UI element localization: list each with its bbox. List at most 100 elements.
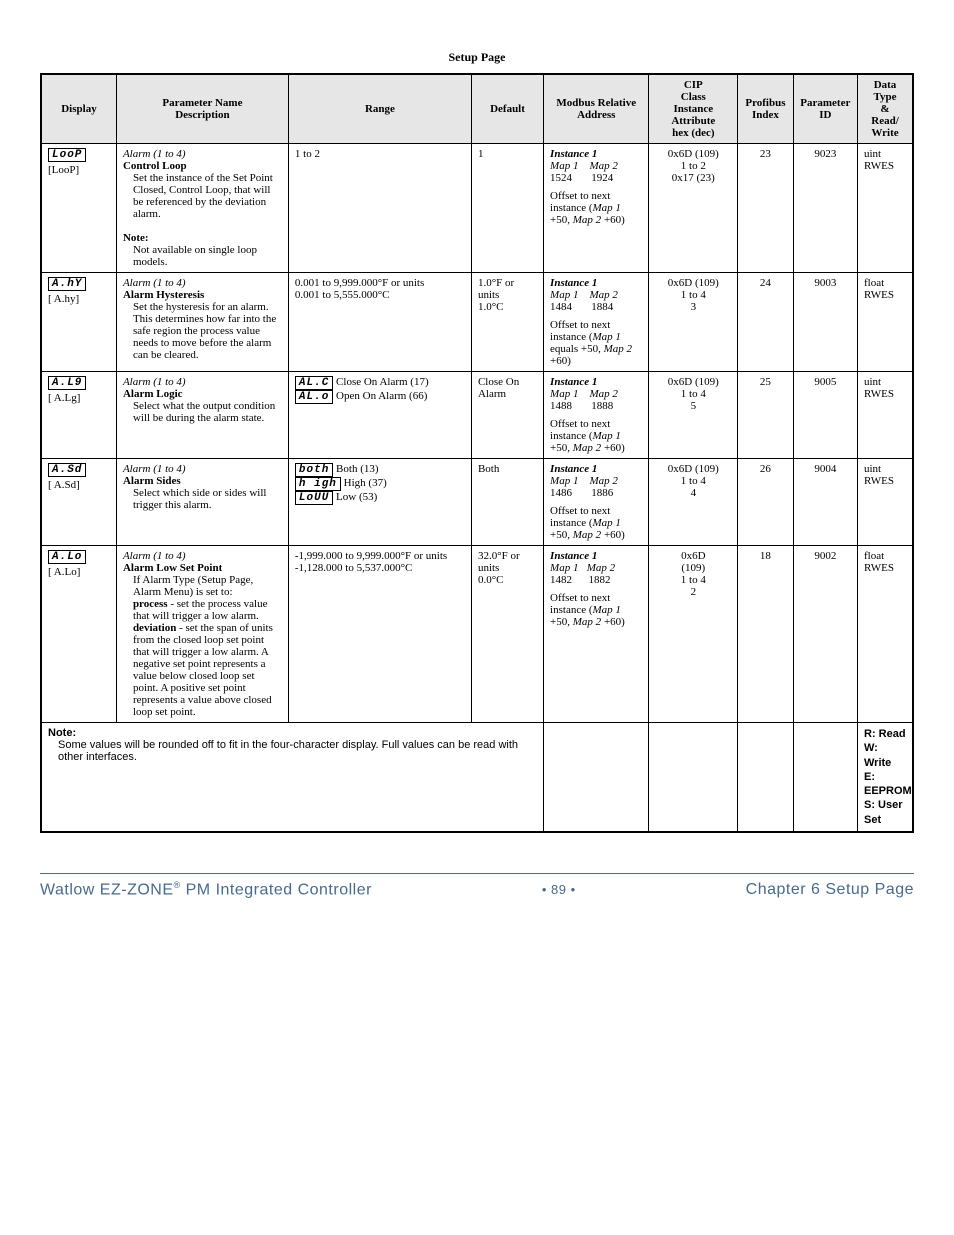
cell-paramid: 9005 <box>793 372 857 459</box>
seg7-code: LooP <box>48 148 86 162</box>
cell-cip: 0x6D (109) 1 to 4 5 <box>649 372 738 459</box>
cell-paramid: 9004 <box>793 459 857 546</box>
note-legend: R: ReadW: WriteE: EEPROMS: User Set <box>858 723 914 833</box>
param-desc: If Alarm Type (Setup Page, Alarm Menu) i… <box>123 574 282 718</box>
mb-m1v: 1524 <box>550 172 572 184</box>
cell-cip: 0x6D (109) 1 to 4 2 <box>649 546 738 723</box>
cell-range: 1 to 2 <box>288 144 471 273</box>
cell-cip: 0x6D (109) 1 to 4 3 <box>649 273 738 372</box>
cell-paramid: 9023 <box>793 144 857 273</box>
cell-profibus: 26 <box>738 459 793 546</box>
mb-offset: Offset to next instance (Map 1 +50, Map … <box>550 592 642 628</box>
mb-map2: Map 2 <box>589 475 617 487</box>
cell-default: Both <box>471 459 543 546</box>
param-note-desc: Not available on single loop models. <box>123 244 282 268</box>
cip-0: 0x6D (109) <box>668 277 719 289</box>
table-body: LooP [LooP] Alarm (1 to 4) Control Loop … <box>41 144 913 833</box>
mb-offset: Offset to next instance (Map 1 +50, Map … <box>550 418 642 454</box>
cell-datatype: floatRWES <box>858 546 914 723</box>
param-note-label: Note: <box>123 232 149 244</box>
cell-cip: 0x6D (109) 1 to 2 0x17 (23) <box>649 144 738 273</box>
mb-instance: Instance 1 <box>550 148 597 160</box>
mb-map2: Map 2 <box>589 289 617 301</box>
mb-offset: Offset to next instance (Map 1 +50, Map … <box>550 505 642 541</box>
footer-right: Chapter 6 Setup Page <box>746 881 914 899</box>
mb-m1v: 1486 <box>550 487 572 499</box>
cell-range: both Both (13) h igh High (37) LoUU Low … <box>288 459 471 546</box>
cip-0: 0x6D (109) <box>668 463 719 475</box>
note-empty <box>649 723 738 833</box>
cell-pname: Alarm (1 to 4) Alarm Logic Select what t… <box>116 372 288 459</box>
seg7-id: [ A.hy] <box>48 293 79 305</box>
mb-m1v: 1482 <box>550 574 572 586</box>
param-title: Alarm Hysteresis <box>123 289 204 301</box>
mb-map1: Map 1 <box>550 388 578 400</box>
table-row: LooP [LooP] Alarm (1 to 4) Control Loop … <box>41 144 913 273</box>
mb-instance: Instance 1 <box>550 550 597 562</box>
mb-offset: Offset to next instance (Map 1 equals +5… <box>550 319 642 367</box>
cell-default: Close On Alarm <box>471 372 543 459</box>
table-row: A.L9 [ A.Lg] Alarm (1 to 4) Alarm Logic … <box>41 372 913 459</box>
cell-display: LooP [LooP] <box>41 144 116 273</box>
hdr-cip: CIPClassInstanceAttributehex (dec) <box>649 74 738 144</box>
seg7-id: [ A.Lg] <box>48 392 80 404</box>
cell-default: 1.0°F or units1.0°C <box>471 273 543 372</box>
cip-2: 0x17 (23) <box>672 172 715 184</box>
mb-map2: Map 2 <box>589 388 617 400</box>
param-desc: Set the hysteresis for an alarm. This de… <box>123 301 282 361</box>
hdr-pname: Parameter NameDescription <box>116 74 288 144</box>
range-opt-txt: High (37) <box>344 477 387 489</box>
cell-datatype: floatRWES <box>858 273 914 372</box>
hdr-profibus: ProfibusIndex <box>738 74 793 144</box>
cell-default: 1 <box>471 144 543 273</box>
seg7-code: A.Lo <box>48 550 86 564</box>
param-desc: Select which side or sides will trigger … <box>123 487 282 511</box>
cell-pname: Alarm (1 to 4) Alarm Hysteresis Set the … <box>116 273 288 372</box>
cell-default: 32.0°F or units0.0°C <box>471 546 543 723</box>
mb-map1: Map 1 <box>550 160 578 172</box>
cell-datatype: uintRWES <box>858 372 914 459</box>
cell-profibus: 23 <box>738 144 793 273</box>
range-opt-seg: AL.C <box>295 376 333 390</box>
seg7-id: [ A.Sd] <box>48 479 80 491</box>
mb-instance: Instance 1 <box>550 277 597 289</box>
cell-datatype: uintRWES <box>858 459 914 546</box>
note-row: Note: Some values will be rounded off to… <box>41 723 913 833</box>
cell-profibus: 18 <box>738 546 793 723</box>
table-row: A.Sd [ A.Sd] Alarm (1 to 4) Alarm Sides … <box>41 459 913 546</box>
cell-profibus: 25 <box>738 372 793 459</box>
range-opt-txt: Low (53) <box>336 491 377 503</box>
seg7-id: [LooP] <box>48 164 79 176</box>
table-header-row: Display Parameter NameDescription Range … <box>41 74 913 144</box>
table-row: A.Lo [ A.Lo] Alarm (1 to 4) Alarm Low Se… <box>41 546 913 723</box>
cell-range: AL.C Close On Alarm (17) AL.o Open On Al… <box>288 372 471 459</box>
range-opt-txt: Open On Alarm (66) <box>336 390 427 402</box>
range-opt-seg: AL.o <box>295 390 333 404</box>
seg7-code: A.hY <box>48 277 86 291</box>
hdr-modbus: Modbus RelativeAddress <box>544 74 649 144</box>
page-title: Setup Page <box>40 50 914 65</box>
cell-modbus: Instance 1 Map 1 Map 2 1484 1884 Offset … <box>544 273 649 372</box>
hdr-display: Display <box>41 74 116 144</box>
alarm-range: Alarm (1 to 4) <box>123 550 186 562</box>
mb-m2v: 1882 <box>589 574 611 586</box>
hdr-default: Default <box>471 74 543 144</box>
note-text: Some values will be rounded off to fit i… <box>48 739 537 763</box>
footer-left: Watlow EZ-ZONE® PM Integrated Controller <box>40 880 372 899</box>
hdr-display-txt: Display <box>61 103 96 115</box>
param-title: Alarm Logic <box>123 388 183 400</box>
cip-2: 4 <box>691 487 697 499</box>
cell-modbus: Instance 1 Map 1 Map 2 1486 1886 Offset … <box>544 459 649 546</box>
range-opt-txt: Close On Alarm (17) <box>336 376 429 388</box>
mb-map2: Map 2 <box>587 562 615 574</box>
alarm-range: Alarm (1 to 4) <box>123 148 186 160</box>
seg7-code: A.Sd <box>48 463 86 477</box>
note-empty <box>793 723 857 833</box>
cip-1: 1 to 2 <box>681 160 706 172</box>
mb-instance: Instance 1 <box>550 376 597 388</box>
parameter-table: Display Parameter NameDescription Range … <box>40 73 914 833</box>
footer-left-a: Watlow EZ-ZONE <box>40 881 174 898</box>
hdr-paramid: Parameter ID <box>793 74 857 144</box>
cell-display: A.Sd [ A.Sd] <box>41 459 116 546</box>
mb-map2: Map 2 <box>589 160 617 172</box>
